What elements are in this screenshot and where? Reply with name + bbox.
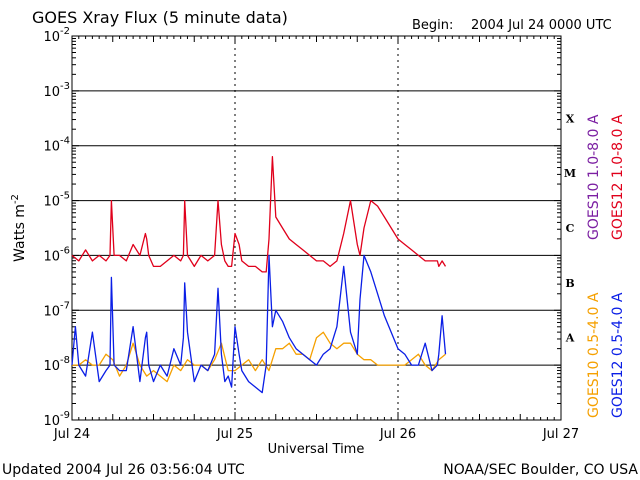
data-series (71, 156, 447, 394)
series-goes10-0-5-4-0-a (72, 331, 446, 383)
legend-entry: GOES12 0.5-4.0 A (610, 292, 626, 418)
x-tick-label: Jul 27 (542, 427, 579, 442)
flare-class-c: C (566, 222, 575, 235)
chart-title: GOES Xray Flux (5 minute data) (32, 8, 288, 27)
series-goes12-0-5-4-0-a (71, 254, 447, 394)
x-tick-label: Jul 24 (53, 427, 90, 442)
begin-label: Begin: (412, 18, 453, 33)
y-axis: 10-9 10-8 10-7 10-6 10-5 10-4 10-3 10-2 (43, 26, 561, 429)
flare-class-m: M (564, 167, 576, 180)
begin-value: 2004 Jul 24 0000 UTC (471, 18, 612, 33)
source-text: NOAA/SEC Boulder, CO USA (443, 462, 638, 478)
x-axis: Jul 24 Jul 25 Jul 26 Jul 27 (53, 36, 579, 442)
gridlines (72, 36, 561, 420)
y-axis-label-exp: -2 (10, 194, 21, 204)
svg-text:Watts m-2: Watts m-2 (10, 194, 28, 262)
y-axis-title: Watts m-2 (10, 194, 28, 262)
y-tick-label: 10-8 (43, 355, 70, 374)
x-tick-label: Jul 25 (216, 427, 253, 442)
x-axis-title: Universal Time (268, 442, 365, 457)
plot-frame (71, 35, 562, 421)
y-tick-label: 10-6 (43, 245, 70, 264)
y-tick-label: 10-4 (43, 136, 70, 155)
legend-entry: GOES10 0.5-4.0 A (586, 292, 602, 418)
y-tick-label: 10-2 (43, 26, 70, 45)
y-tick-label: 10-3 (43, 81, 70, 100)
y-tick-label: 10-9 (43, 410, 70, 429)
legend-top: GOES10 1.0-8.0 A GOES12 1.0-8.0 A (586, 114, 626, 240)
y-axis-label: Watts m (12, 204, 28, 262)
updated-text: Updated 2004 Jul 26 03:56:04 UTC (2, 462, 245, 478)
flare-class-b: B (565, 277, 574, 290)
series-goes12-1-0-8-0-a (71, 156, 447, 273)
legend-entry: GOES10 1.0-8.0 A (586, 114, 602, 240)
y-tick-label: 10-5 (43, 191, 70, 210)
legend-bottom: GOES10 0.5-4.0 A GOES12 0.5-4.0 A (586, 292, 626, 418)
flare-class-x: X (566, 112, 575, 125)
flare-class-a: A (565, 332, 575, 345)
legend-entry: GOES12 1.0-8.0 A (610, 114, 626, 240)
x-tick-label: Jul 26 (379, 427, 416, 442)
y-tick-label: 10-7 (43, 300, 70, 319)
flare-class-labels: A B C M X (564, 112, 576, 344)
